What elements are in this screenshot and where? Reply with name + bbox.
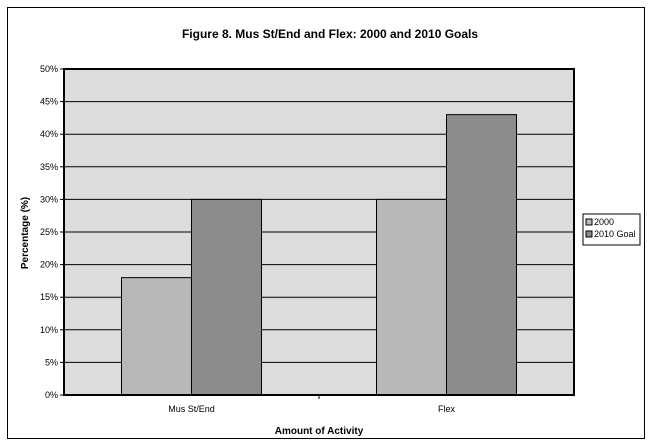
y-tick-label: 20% — [40, 260, 58, 270]
y-tick-label: 40% — [40, 129, 58, 139]
x-axis-label: Amount of Activity — [275, 426, 364, 437]
bar — [376, 198, 447, 396]
y-tick-label: 10% — [40, 325, 58, 335]
y-tick-label: 25% — [40, 227, 58, 237]
legend-swatch — [585, 230, 593, 238]
x-tick-label: Mus St/End — [168, 404, 215, 414]
legend-entry: 2010 Goal — [594, 229, 636, 239]
chart-title: Figure 8. Mus St/End and Flex: 2000 and … — [182, 27, 478, 41]
legend: 2000 2010 Goal — [582, 213, 641, 246]
y-tick-label: 5% — [45, 357, 58, 367]
y-tick-label: 50% — [40, 64, 58, 74]
y-tick-label: 0% — [45, 390, 58, 400]
y-tick-label: 35% — [40, 162, 58, 172]
y-axis-label: Percentage (%) — [20, 197, 31, 269]
bar — [446, 114, 517, 396]
plot-border — [63, 68, 575, 396]
y-tick-label: 45% — [40, 97, 58, 107]
legend-swatch — [585, 218, 593, 226]
bar — [191, 198, 262, 396]
y-tick-label: 15% — [40, 292, 58, 302]
bar — [121, 277, 192, 396]
legend-entry: 2000 — [594, 217, 614, 227]
y-tick-label: 30% — [40, 194, 58, 204]
x-tick-label: Flex — [438, 404, 456, 414]
